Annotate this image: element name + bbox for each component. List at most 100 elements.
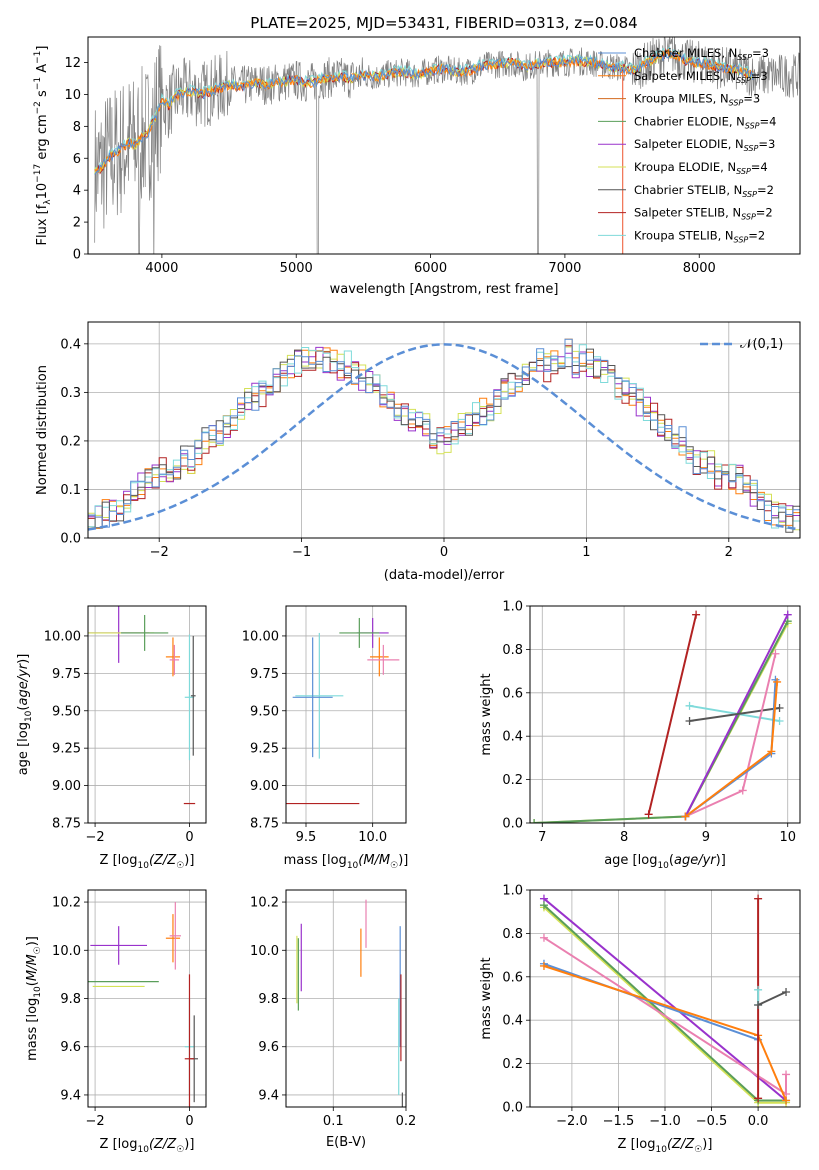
legend-entry-sub: SSP xyxy=(742,190,757,199)
y-axis-label-part: ☉ xyxy=(33,946,43,954)
residuals-plot-area xyxy=(88,338,800,533)
x-axis-label-part: (M/M xyxy=(358,853,390,868)
y-axis-label-part: s xyxy=(35,90,50,101)
spectrum-xtick-label: 6000 xyxy=(414,261,447,276)
series-marker xyxy=(754,985,763,994)
mass_vs_ebv-ytick-label: 9.8 xyxy=(258,992,279,1007)
massweight_vs_Z-frame xyxy=(529,889,801,1108)
legend-entry-text: Salpeter ELODIE, N xyxy=(634,137,744,151)
age_vs_mass-ytick-label: 9.75 xyxy=(250,667,279,682)
massweight_vs_Z-ytick-label: 0.4 xyxy=(502,1014,523,1029)
age_vs_Z-xtick-label: 0 xyxy=(185,830,193,845)
y-axis-label-part: 10 xyxy=(35,183,50,200)
legend-entry-text: Kroupa MILES, N xyxy=(634,92,729,106)
x-axis-label-part: )] xyxy=(398,853,408,868)
spectrum-xtick-label: 5000 xyxy=(280,261,313,276)
spectrum-xtick-label: 4000 xyxy=(145,261,178,276)
mass_vs_ebv-ytick-label: 10.0 xyxy=(250,944,279,959)
age_vs_Z-frame xyxy=(87,605,207,824)
x-axis-label: age [log10(age/yr)] xyxy=(604,853,726,871)
legend-entry-sub: SSP xyxy=(741,213,756,222)
legend-entry-text: Salpeter MILES, N xyxy=(634,69,736,83)
spectrum-ytick-label: 8 xyxy=(73,120,81,135)
series-marker xyxy=(539,933,548,942)
series-line-chabrier_stelib xyxy=(689,707,780,722)
spectrum-plot-area xyxy=(94,37,800,254)
legend-entry: Salpeter ELODIE, NSSP=3 xyxy=(634,137,775,153)
x-axis-label-part: )] xyxy=(184,1137,194,1152)
y-axis-label-part: age/yr xyxy=(16,662,31,705)
age_vs_mass-panel: 9.5 10.0 8.75 9.00 9.25 9.50 9.75 10.00 mass [lo… xyxy=(242,605,408,871)
massweight_vs_age-ytick-label: 1.0 xyxy=(502,600,523,615)
x-axis-label-part: (Z/Z xyxy=(149,853,177,868)
y-axis-label-part: −1 xyxy=(33,77,43,90)
legend-entry: Chabrier MILES, NSSP=3 xyxy=(634,46,769,62)
age_vs_mass-frame xyxy=(285,605,407,824)
y-axis-label-part: 10 xyxy=(24,710,34,722)
legend-entry: Salpeter MILES, NSSP=3 xyxy=(634,69,768,85)
series-marker xyxy=(738,786,747,795)
spectrum-ytick-label: 2 xyxy=(73,216,81,231)
model-spectrum-line-chabrier_miles xyxy=(94,51,754,175)
legend-entry-sub: SSP xyxy=(729,99,744,108)
legend-entry-normal: 𝒩(0,1) xyxy=(740,337,783,352)
mass_vs_ebv-ytick-label: 9.4 xyxy=(258,1088,279,1103)
series-marker xyxy=(681,812,690,821)
x-axis-label: wavelength [Angstrom, rest frame] xyxy=(330,282,559,297)
legend-entry-text: Chabrier STELIB, N xyxy=(634,183,742,197)
x-axis-label-part: ☉ xyxy=(176,861,184,871)
series-marker xyxy=(530,819,539,823)
residuals-xtick-label: 0 xyxy=(440,545,448,560)
age_vs_mass-plot-area xyxy=(286,617,400,805)
age_vs_mass-xtick-label: 10.0 xyxy=(358,830,387,845)
massweight_vs_Z-plot-area xyxy=(539,894,791,1107)
spectrum-xtick-label: 7000 xyxy=(548,261,581,276)
x-axis-label-part: 10 xyxy=(655,1145,667,1155)
age_vs_Z-ytick-label: 9.00 xyxy=(52,779,81,794)
legend-entry-value: =2 xyxy=(756,206,773,220)
series-marker xyxy=(782,987,791,996)
mass_vs_Z-xtick-label: −2 xyxy=(85,1114,104,1129)
y-axis-label: Flux [fλ10−17 erg cm−2 s−1 A−1] xyxy=(33,46,53,246)
mass_vs_Z-ytick-label: 10.0 xyxy=(52,944,81,959)
y-axis-label-part: −2 xyxy=(33,101,43,114)
spectrum-panel: 4000 5000 6000 7000 8000 0 2 4 6 8 10 12 PLATE=2025,… xyxy=(33,14,801,297)
mass_vs_ebv-ytick-label: 10.2 xyxy=(250,896,279,911)
legend-entry: Kroupa STELIB, NSSP=2 xyxy=(634,228,765,244)
mass_vs_Z-plot-area xyxy=(88,902,198,1107)
x-axis-label-part: Z [log xyxy=(100,1137,138,1152)
legend-entry-value: =2 xyxy=(748,228,765,242)
spectrum-ytick-label: 10 xyxy=(64,88,81,103)
residuals-xtick-label: 2 xyxy=(725,545,733,560)
y-axis-label-part: M/M xyxy=(25,954,40,981)
series-line-chabrier_stelib xyxy=(757,991,787,1006)
series-marker xyxy=(775,717,784,726)
residuals-panel: −2 −1 0 1 2 0.0 0.1 0.2 0.3 0.4 𝒩(0,1) (data-model)… xyxy=(35,321,801,583)
massweight_vs_Z-ytick-label: 0.0 xyxy=(502,1101,523,1116)
mass_vs_Z-panel: −2 09.49.69.810.010.2Z [log10(Z/Z☉)]mass … xyxy=(25,889,207,1155)
series-marker xyxy=(775,703,784,712)
x-axis-label-part: ☉ xyxy=(176,1145,184,1155)
x-axis-label-part: 10 xyxy=(657,861,669,871)
x-axis-label-part: )] xyxy=(702,1137,712,1152)
age_vs_Z-plot-area xyxy=(88,606,196,805)
massweight_vs_age-ytick-label: 0.4 xyxy=(502,730,523,745)
legend-entry-value: =3 xyxy=(743,92,760,106)
mass_vs_Z-ytick-label: 9.4 xyxy=(60,1088,81,1103)
massweight_vs_Z-ytick-label: 0.2 xyxy=(502,1057,523,1072)
y-axis-label-part: ( xyxy=(16,706,31,711)
series-marker xyxy=(754,894,763,903)
legend-entry-value: =2 xyxy=(757,183,774,197)
y-axis-label-part: Flux [f xyxy=(35,204,50,245)
age_vs_mass-xtick-label: 9.5 xyxy=(296,830,317,845)
x-axis-label: Z [log10(Z/Z☉)] xyxy=(100,1137,195,1155)
y-axis-label-part: −17 xyxy=(33,164,43,183)
mass_vs_ebv-xtick-label: 0.2 xyxy=(396,1114,417,1129)
legend-entry-sub: SSP xyxy=(737,53,752,62)
massweight_vs_age-frame xyxy=(529,605,801,824)
x-axis-label-part: mass [log xyxy=(284,853,347,868)
series-marker xyxy=(692,610,701,619)
x-axis-label-part: (Z/Z xyxy=(149,1137,177,1152)
y-axis-label: Normed distribution xyxy=(35,365,50,495)
